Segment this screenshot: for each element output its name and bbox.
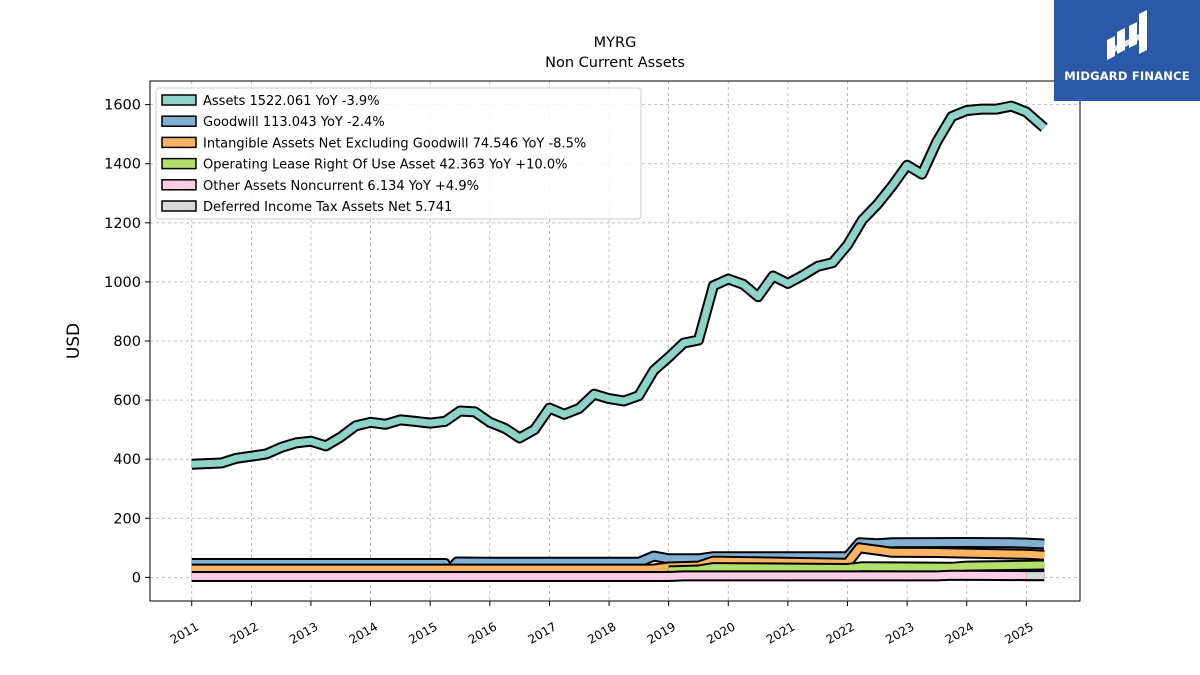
x-tick-label: 2016: [466, 619, 499, 646]
x-tick-label: 2019: [645, 619, 678, 646]
x-tick-label: 2017: [525, 619, 558, 646]
x-tick-label: 2012: [227, 619, 260, 646]
x-tick-label: 2015: [406, 619, 439, 646]
y-tick-label: 1600: [104, 98, 141, 114]
legend-swatch: [161, 115, 197, 127]
legend-entry: Intangible Assets Net Excluding Goodwill…: [203, 136, 586, 151]
y-tick-label: 200: [113, 511, 141, 527]
series-operating-lease-right-of-use-asset: [668, 559, 1045, 577]
y-tick-label: 400: [113, 452, 141, 468]
y-tick-label: 1400: [104, 157, 141, 173]
legend-entry: Operating Lease Right Of Use Asset 42.36…: [203, 158, 567, 173]
legend-box: [155, 87, 642, 220]
series-assets: [191, 100, 1048, 470]
x-tick-label: 2020: [704, 619, 737, 646]
series-line: [668, 561, 1045, 575]
series-line: [191, 571, 1045, 580]
legend-swatch: [161, 157, 197, 170]
x-tick-label: 2022: [824, 619, 857, 646]
x-tick-label: 2018: [585, 619, 618, 646]
x-tick-label: 2024: [943, 619, 976, 646]
x-ticks: 2011 2012 2013 2014 2015 2016 2017 2018 2019 2020…: [168, 601, 1036, 647]
legend-entry: Deferred Income Tax Assets Net 5.741: [203, 200, 452, 215]
legend: Assets 1522.061 YoY -3.9% Goodwill 113.04…: [155, 87, 642, 220]
x-tick-label: 2011: [168, 619, 201, 646]
y-tick-label: 800: [113, 334, 141, 350]
series-line: [191, 539, 1045, 575]
midgard-finance-logo: MIDGARD FINANCE: [1054, 0, 1200, 101]
chart-subtitle: Non Current Assets: [545, 55, 685, 71]
logo-mark-icon: [1107, 10, 1147, 60]
legend-swatch: [161, 94, 197, 106]
series-line: [191, 102, 1047, 468]
y-tick-label: 1000: [104, 275, 141, 291]
x-tick-label: 2023: [883, 619, 916, 646]
series-goodwill: [191, 537, 1045, 577]
series-other-assets-noncurrent: [191, 569, 1045, 582]
y-axis-label: USD: [64, 323, 84, 359]
y-tick-label: 1200: [104, 216, 141, 232]
y-tick-label: 600: [113, 393, 141, 409]
y-ticks: 0 200 400 600 800 1000 1200 1400 1600: [104, 98, 150, 586]
x-tick-label: 2025: [1002, 619, 1035, 646]
legend-entry: Goodwill 113.043 YoY -2.4%: [203, 115, 385, 130]
series-layer: [191, 100, 1048, 582]
legend-swatch: [161, 136, 197, 149]
legend-swatch: [161, 179, 197, 191]
legend-entry: Assets 1522.061 YoY -3.9%: [203, 94, 380, 109]
logo-text: MIDGARD FINANCE: [1064, 69, 1190, 83]
x-tick-label: 2021: [764, 619, 797, 646]
chart-title: MYRG: [594, 35, 637, 51]
x-tick-label: 2014: [347, 619, 380, 646]
x-tick-label: 2013: [287, 619, 320, 646]
legend-entry: Other Assets Noncurrent 6.134 YoY +4.9%: [203, 179, 479, 194]
legend-swatch: [161, 200, 197, 212]
y-tick-label: 0: [132, 570, 141, 586]
